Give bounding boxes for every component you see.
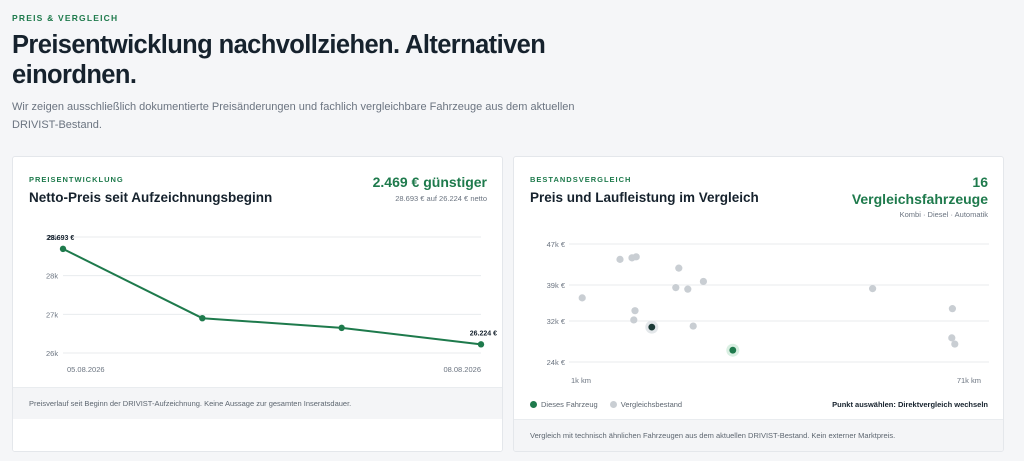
comparison-vehicle-point[interactable] — [675, 264, 683, 272]
price-card-bottom-spacer — [13, 419, 502, 451]
price-y-tick-label: 27k — [46, 310, 58, 319]
select-point-hint: Punkt auswählen: Direktvergleich wechsel… — [832, 400, 988, 409]
compare-card-title: Preis und Laufleistung im Vergleich — [530, 190, 759, 205]
comparison-vehicle-point[interactable] — [578, 294, 586, 302]
price-point[interactable] — [59, 245, 67, 253]
comparison-vehicle-point[interactable] — [869, 285, 877, 293]
scatter-legend: Dieses Fahrzeug Vergleichsbestand Punkt … — [530, 400, 988, 414]
comparison-vehicle-point[interactable] — [616, 255, 624, 263]
legend-this-vehicle: Dieses Fahrzeug — [530, 400, 598, 409]
price-line-chart: 29k 28k 27k 26k 28.693 € 26.224 € 05.08.2026 08… — [46, 233, 497, 374]
comparison-count-label: Vergleichsfahrzeuge — [851, 191, 988, 207]
price-card-footer: Preisverlauf seit Beginn der DRIVIST-Auf… — [13, 387, 502, 419]
price-mileage-scatter: 47k € 39k € 32k € 24k € 1k km 71k km — [547, 240, 989, 385]
comparison-vehicle-point[interactable] — [948, 305, 956, 313]
scatter-y-tick-label: 24k € — [547, 358, 566, 367]
comparison-vehicle-point[interactable] — [632, 253, 640, 261]
price-x-tick-label: 08.08.2026 — [443, 365, 481, 374]
price-data-label: 26.224 € — [470, 330, 497, 337]
price-card-title: Netto-Preis seit Aufzeichnungsbeginn — [29, 190, 273, 205]
legend-this-vehicle-dot — [530, 401, 537, 408]
page-intro: Wir zeigen ausschließlich dokumentierte … — [12, 101, 575, 131]
scatter-y-tick-label: 32k € — [547, 317, 566, 326]
legend-this-vehicle-label: Dieses Fahrzeug — [541, 400, 598, 409]
comparison-vehicle-point[interactable] — [672, 284, 680, 292]
page-title: Preisentwicklung nachvollziehen. Alterna… — [12, 31, 546, 89]
comparison-vehicle-point[interactable] — [699, 277, 707, 286]
comparison-vehicle-point[interactable] — [631, 307, 639, 315]
comparison-count: 16 — [972, 174, 988, 190]
scatter-x-tick-label: 1k km — [571, 376, 591, 385]
compare-card-eyebrow: BESTANDSVERGLEICH — [530, 175, 632, 184]
price-y-tick-label: 29k — [46, 233, 58, 242]
scatter-x-tick-label: 71k km — [957, 376, 981, 385]
price-point[interactable] — [199, 315, 206, 322]
price-y-tick-label: 28k — [46, 272, 58, 281]
comparison-vehicle-point[interactable] — [948, 334, 956, 342]
price-savings-kpi: 2.469 € günstiger — [372, 174, 487, 190]
comparison-vehicle-point[interactable] — [689, 322, 697, 330]
price-point[interactable] — [477, 341, 485, 348]
comparison-filter-summary: Kombi · Diesel · Automatik — [899, 210, 988, 219]
scatter-y-tick-label: 47k € — [547, 240, 566, 249]
selected-comparison-point[interactable] — [648, 323, 656, 331]
scatter-y-tick-label: 39k € — [547, 281, 566, 290]
comparison-vehicle-point[interactable] — [951, 340, 959, 348]
legend-comparison-stock-label: Vergleichsbestand — [620, 400, 683, 409]
price-change-detail: 28.693 € auf 26.224 € netto — [395, 194, 487, 203]
price-card-eyebrow: PREISENTWICKLUNG — [29, 175, 124, 184]
legend-comparison-stock-dot — [609, 401, 617, 408]
price-series-line — [62, 247, 482, 346]
price-data-label: 28.693 € — [47, 235, 74, 242]
comparison-card: BESTANDSVERGLEICH Preis und Laufleistung… — [513, 156, 1004, 452]
price-x-tick-label: 05.08.2026 — [67, 365, 105, 374]
this-vehicle-point[interactable] — [729, 346, 737, 354]
comparison-vehicle-point[interactable] — [684, 285, 692, 293]
price-point[interactable] — [338, 324, 345, 332]
comparison-vehicle-point[interactable] — [630, 316, 638, 324]
compare-card-footer: Vergleich mit technisch ähnlichen Fahrze… — [514, 419, 1003, 451]
legend-comparison-stock: Vergleichsbestand — [609, 400, 683, 409]
price-history-card: PREISENTWICKLUNG Netto-Preis seit Aufzei… — [12, 156, 503, 452]
price-y-tick-label: 26k — [46, 349, 58, 358]
section-eyebrow: PREIS & VERGLEICH — [12, 13, 119, 23]
